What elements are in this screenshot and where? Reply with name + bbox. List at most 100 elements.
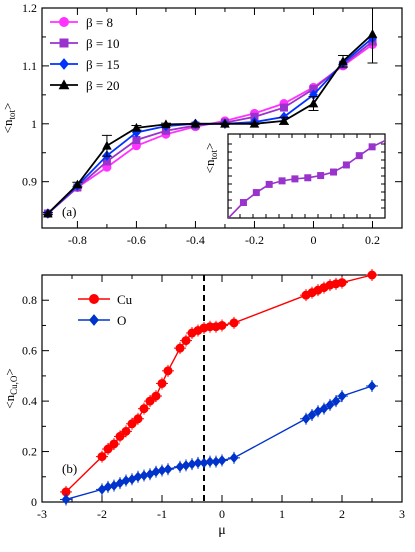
y-label-close: > (2, 368, 17, 375)
panel-a: -0.8 -0.6 -0.4 -0.2 0 0.20.911.11.2<ntot>(a)β… (0, 1, 403, 247)
data-point (217, 320, 227, 330)
x-tick-label: -0.8 (68, 233, 87, 247)
data-point (249, 118, 260, 128)
data-point (279, 115, 289, 125)
data-point (181, 460, 191, 471)
plot-frame (41, 274, 403, 503)
inset-data-point (368, 143, 376, 151)
data-point (313, 406, 323, 417)
inset-data-point (265, 180, 273, 188)
data-point (187, 458, 197, 470)
data-point (131, 122, 142, 132)
data-point (199, 457, 209, 469)
y-label-subscript: tot (7, 110, 17, 120)
data-point (102, 140, 112, 150)
data-point (175, 343, 185, 353)
y-tick-label: 1.1 (22, 59, 37, 73)
data-point (331, 395, 341, 407)
data-point (309, 85, 318, 94)
data-point (308, 98, 319, 108)
data-point (121, 475, 131, 486)
y-tick-label: 0 (31, 495, 37, 509)
data-point (102, 157, 111, 166)
panel-label: (a) (62, 204, 76, 219)
legend-marker (89, 314, 99, 326)
data-point (217, 455, 227, 466)
x-tick-label: 2 (339, 507, 345, 521)
y-label-close: > (202, 143, 217, 150)
x-tick-label: -0.4 (186, 233, 205, 247)
plot-frame (41, 7, 403, 229)
data-point (97, 452, 107, 462)
inset: <ntot> (202, 133, 386, 219)
data-point (115, 431, 125, 441)
y-label-main: <n (2, 394, 17, 408)
panel-label: (b) (62, 461, 77, 476)
x-tick-label: -2 (97, 507, 107, 521)
y-axis-label: <ntot> (202, 143, 219, 174)
legend-label: Cu (117, 292, 133, 307)
data-point (72, 179, 83, 189)
inset-data-point (252, 189, 260, 197)
inset-data-point (291, 175, 299, 183)
data-point (109, 439, 119, 449)
data-point (307, 409, 317, 421)
y-tick-label: 0.6 (22, 344, 37, 358)
data-point (338, 56, 348, 66)
data-point (132, 136, 141, 144)
y-label-close: > (0, 103, 15, 110)
data-point (139, 404, 149, 414)
data-point (319, 403, 329, 414)
legend-marker (89, 294, 99, 304)
inset-data-point (330, 168, 338, 176)
data-point (163, 366, 173, 376)
inset-data-point (239, 199, 247, 207)
series-3 (42, 8, 378, 218)
data-point (127, 419, 137, 429)
data-point (279, 103, 288, 112)
series-0 (60, 269, 378, 498)
data-point (190, 118, 201, 128)
data-point (121, 426, 131, 436)
x-tick-label: 3 (399, 507, 405, 521)
y-label-subscript: Cu,O (9, 375, 19, 395)
data-point (145, 396, 155, 406)
inset-series (228, 139, 385, 218)
data-point (163, 464, 173, 475)
inset-data-point (317, 172, 325, 180)
data-point (229, 452, 239, 464)
data-point (151, 391, 161, 401)
x-tick-label: -1 (157, 507, 167, 521)
data-point (161, 119, 171, 129)
data-point (220, 118, 230, 128)
data-point (181, 336, 191, 346)
legend: Cu O (78, 292, 133, 328)
data-point (43, 208, 53, 218)
y-tick-label: 0.2 (22, 445, 37, 459)
x-tick-label: 0 (310, 233, 316, 247)
y-axis-label: <nCu,O> (2, 368, 19, 408)
x-tick-label: -0.2 (245, 233, 264, 247)
y-axis-label: <ntot> (0, 103, 17, 134)
x-tick-label: 0 (219, 507, 225, 521)
data-point (103, 444, 113, 454)
inset-data-point (355, 152, 363, 160)
data-point (151, 466, 161, 477)
data-point (175, 461, 185, 472)
legend-marker (59, 58, 69, 70)
legend-marker (59, 38, 69, 48)
y-tick-label: 1 (31, 117, 37, 131)
data-point (337, 390, 347, 402)
x-tick-label: 0.2 (365, 233, 380, 247)
legend-marker (59, 17, 69, 27)
panel-b: -3 -2 -1 0 1 2 3 0 0.2 0.4 0.6 0.8 <nCu,O> μ (b) Cu O (2, 269, 405, 538)
data-point (139, 470, 149, 481)
inset-data-point (304, 174, 312, 182)
data-point (103, 481, 113, 493)
legend: β = 8 β = 10 β = 15 β = 20 (50, 15, 119, 93)
legend-label: β = 10 (86, 36, 119, 51)
y-label-subscript: tot (209, 150, 219, 160)
x-tick-label: -0.6 (127, 233, 146, 247)
